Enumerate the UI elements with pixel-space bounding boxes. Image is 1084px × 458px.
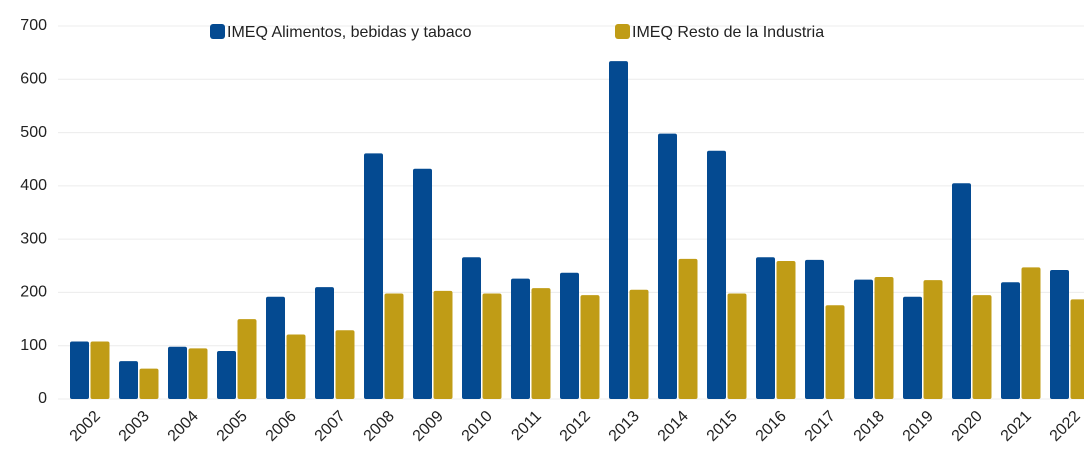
bar [217,351,236,399]
bar [188,348,208,399]
x-tick-label: 2018 [851,408,888,445]
bar [776,260,796,399]
bar [727,293,747,399]
bar [972,295,992,399]
bar [1021,267,1041,399]
y-tick-label: 600 [20,71,47,88]
bar [364,153,383,399]
y-tick-label: 200 [20,284,47,301]
bar [286,334,306,399]
y-tick-label: 700 [20,17,47,34]
bar [1070,299,1084,399]
x-tick-label: 2014 [655,408,692,445]
y-tick-label: 400 [20,177,47,194]
x-tick-label: 2019 [900,408,937,445]
x-tick-label: 2016 [753,408,790,445]
x-tick-label: 2012 [557,408,594,445]
bar [1001,282,1020,399]
x-tick-label: 2017 [802,408,839,445]
bar [580,295,600,399]
bar [923,280,943,399]
bar [952,183,971,399]
bar [560,272,579,399]
bar [266,296,285,399]
x-tick-label: 2002 [67,408,104,445]
legend-label: IMEQ Resto de la Industria [632,24,824,41]
legend-label: IMEQ Alimentos, bebidas y tabaco [227,24,472,41]
x-tick-label: 2003 [116,408,153,445]
bar [805,259,824,399]
bar [1050,270,1069,399]
bar [335,330,355,399]
x-tick-label: 2005 [214,408,251,445]
x-tick-label: 2015 [704,408,741,445]
bar [462,257,481,399]
x-tick-label: 2008 [361,408,398,445]
x-tick-label: 2021 [998,408,1035,445]
y-tick-label: 300 [20,230,47,247]
bar [874,276,894,399]
bar [854,279,873,399]
x-tick-label: 2009 [410,408,447,445]
y-tick-label: 500 [20,124,47,141]
bar [237,319,257,399]
bar [756,257,775,399]
bar [629,289,649,399]
x-tick-label: 2022 [1047,408,1084,445]
x-tick-label: 2020 [949,408,986,445]
bar [70,341,89,399]
x-tick-label: 2007 [312,408,349,445]
x-tick-label: 2004 [165,408,202,445]
bar [433,290,453,399]
x-tick-label: 2011 [508,408,544,444]
bar [413,168,432,399]
bar [609,61,628,399]
bar [707,150,726,399]
bar [482,293,502,399]
bar [531,288,551,399]
bar [384,293,404,399]
bar [119,361,138,399]
x-tick-label: 2006 [263,408,300,445]
x-tick-label: 2010 [459,408,496,445]
bar [658,133,677,399]
y-tick-label: 0 [38,390,47,407]
y-tick-label: 100 [20,337,47,354]
legend-swatch [210,24,225,39]
bar [825,305,845,399]
bar [511,278,530,399]
bar [315,287,334,399]
bar [678,258,698,399]
bar [168,346,187,399]
legend-swatch [615,24,630,39]
bar [90,341,110,399]
x-tick-label: 2013 [606,408,643,445]
bar [903,296,922,399]
bar [139,368,159,399]
